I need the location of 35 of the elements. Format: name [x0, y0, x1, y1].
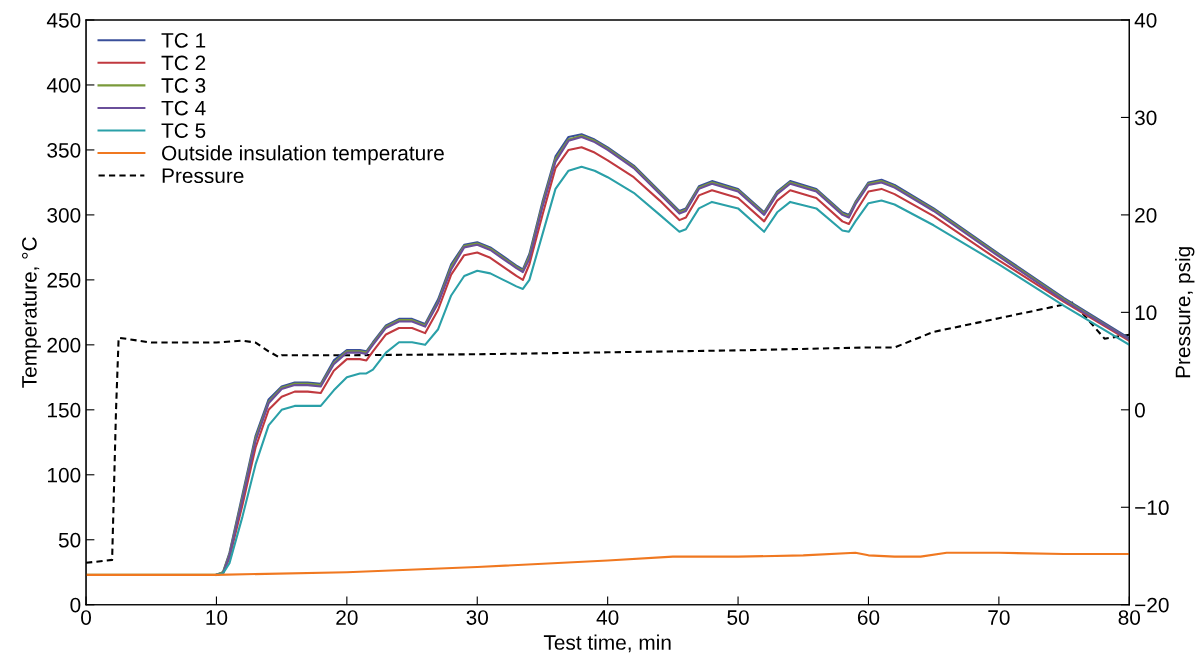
y-tick-label: 450 — [46, 12, 81, 28]
legend-label: TC 4 — [161, 100, 206, 116]
legend-label: TC 2 — [161, 55, 206, 71]
y2-tick-label: −10 — [1135, 500, 1169, 516]
x-tick-label: 50 — [727, 610, 749, 625]
y-tick-label: 250 — [47, 272, 81, 288]
y2-tick-label: 30 — [1134, 110, 1157, 126]
y-tick-label: 50 — [58, 532, 81, 548]
x-tick-label: 0 — [81, 610, 92, 625]
y2-tick-label: 0 — [1134, 402, 1145, 418]
y-tick-label: 150 — [48, 402, 81, 418]
x-axis-title: Test time, min — [543, 634, 671, 653]
y2-tick-label: 20 — [1135, 207, 1157, 223]
y2-tick-label: 40 — [1134, 12, 1157, 28]
x-tick-label: 60 — [857, 610, 880, 625]
x-tick-label: 10 — [206, 610, 228, 625]
x-tick-label: 70 — [988, 610, 1010, 625]
y-axis-title: Temperature, °C — [22, 237, 41, 388]
x-tick-label: 30 — [466, 610, 489, 625]
y-tick-label: 350 — [47, 142, 81, 158]
y-tick-label: 400 — [46, 77, 81, 93]
y-tick-label: 200 — [47, 337, 81, 353]
legend-label: TC 5 — [161, 123, 206, 138]
x-tick-label: 40 — [596, 610, 619, 625]
line-series — [86, 551, 1130, 576]
y2-tick-label: 10 — [1135, 305, 1157, 321]
y-tick-label: 0 — [70, 597, 81, 613]
y2-axis-title: Pressure, psig — [1175, 247, 1195, 378]
legend-label: Outside insulation temperature — [162, 145, 444, 165]
legend-label: TC 3 — [161, 78, 206, 93]
y-tick-label: 300 — [47, 207, 81, 223]
legend-label: TC 1 — [161, 33, 206, 48]
legend-label: Pressure — [162, 168, 244, 184]
x-tick-label: 20 — [336, 610, 358, 625]
y-tick-label: 100 — [48, 467, 81, 483]
